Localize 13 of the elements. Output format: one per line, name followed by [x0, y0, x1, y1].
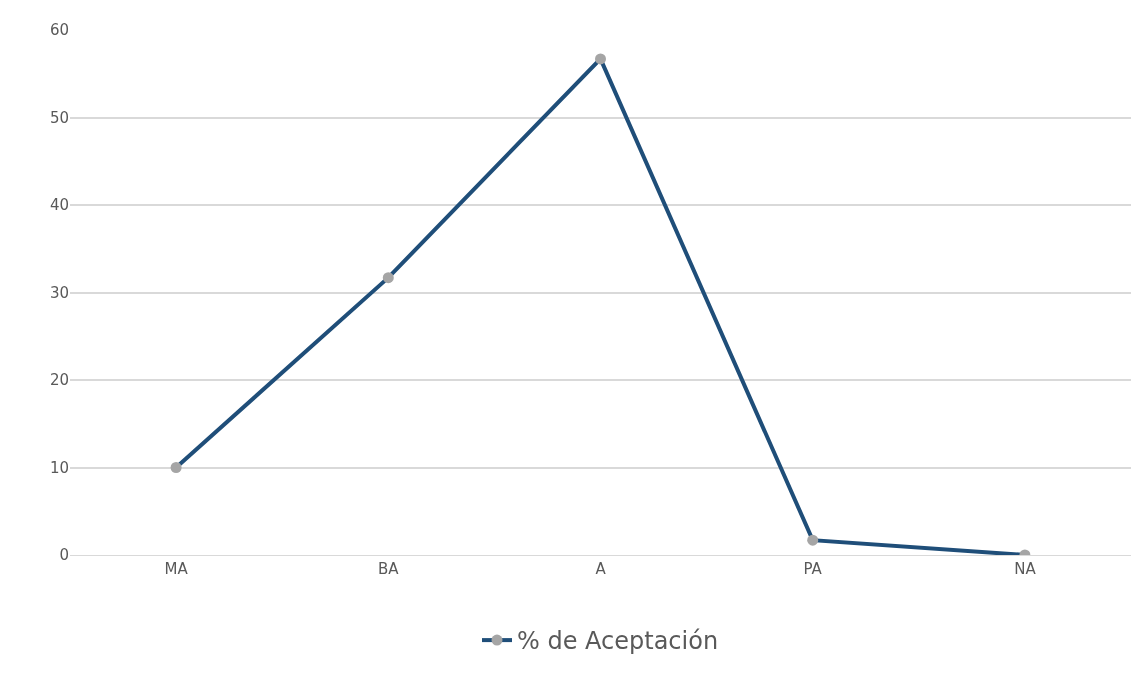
- y-tick-label: 0: [59, 546, 69, 565]
- y-tick-label: 10: [49, 458, 69, 477]
- y-tick-label: 40: [49, 196, 69, 215]
- x-tick-label: PA: [803, 560, 823, 578]
- legend-label: % de Aceptación: [517, 627, 719, 656]
- x-tick-label: BA: [378, 560, 400, 578]
- x-tick-label: MA: [164, 560, 189, 578]
- y-tick-label: 60: [49, 21, 69, 40]
- y-tick-label: 20: [49, 371, 69, 390]
- x-tick-label: A: [595, 560, 607, 578]
- y-tick-label: 50: [49, 108, 69, 127]
- y-tick-label: 30: [49, 283, 69, 302]
- x-tick-label: NA: [1014, 560, 1037, 578]
